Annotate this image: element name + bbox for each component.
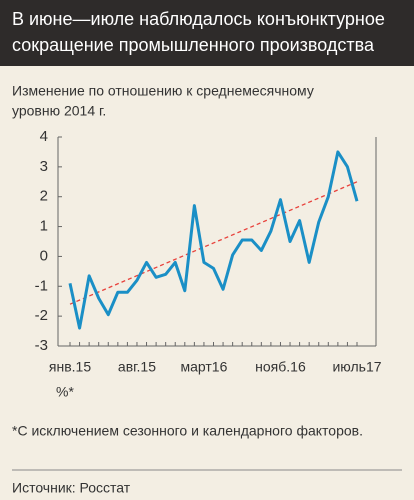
data-line [68,150,359,330]
subtitle: Изменение по отношению к среднемесячному [12,83,314,99]
y-tick-label: 1 [40,218,48,235]
y-tick-label: 3 [40,158,48,175]
subtitle: уровню 2014 г. [12,103,106,119]
x-tick-label: июль17 [332,359,381,375]
footnote: *С исключением сезонного и календарного … [12,423,363,439]
source: Источник: Росстат [12,480,131,496]
header [0,0,414,66]
x-tick-label: март16 [180,359,227,375]
unit-label: %* [56,384,74,400]
chart-title: В июне—июле наблюдалось конъюнктурное [12,9,385,29]
y-tick-label: 4 [40,128,48,145]
trend-line [69,181,358,305]
y-tick-label: 0 [40,247,48,264]
y-tick-label: -2 [35,307,48,324]
x-tick-label: янв.15 [49,359,91,375]
y-tick-label: 2 [40,188,48,205]
chart-title: сокращение промышленного производства [12,35,375,55]
y-tick-label: -3 [35,337,48,354]
y-tick-label: -1 [35,277,48,294]
x-tick-label: авг.15 [118,359,156,375]
x-tick-label: нояб.16 [255,359,306,375]
